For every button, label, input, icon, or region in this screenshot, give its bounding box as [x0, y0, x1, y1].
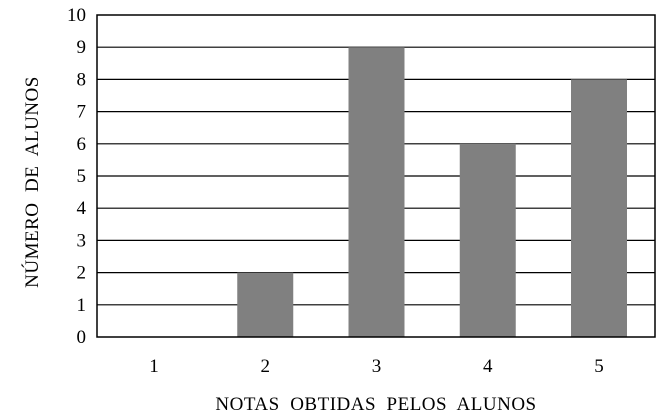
bar-5: [571, 79, 627, 338]
bars: [237, 47, 627, 338]
x-tick-labels: 1 2 3 4 5: [149, 356, 604, 377]
x-axis-label: NOTAS OBTIDAS PELOS ALUNOS: [215, 394, 536, 415]
y-axis-label: NÚMERO DE ALUNOS: [21, 76, 43, 288]
y-tick-label: 8: [77, 69, 87, 90]
x-tick-label: 1: [149, 356, 159, 377]
x-tick-label: 3: [372, 356, 382, 377]
y-tick-label: 10: [67, 5, 86, 26]
x-tick-label: 4: [483, 356, 493, 377]
plot-frame: [96, 14, 656, 338]
y-tick-label: 5: [77, 166, 87, 187]
x-tick-label: 2: [261, 356, 271, 377]
y-tick-label: 9: [77, 37, 87, 58]
bar-2: [237, 272, 294, 337]
y-tick-label: 6: [77, 134, 87, 155]
y-tick-label: 0: [77, 327, 87, 348]
bar-4: [459, 143, 516, 337]
bar-3: [348, 47, 405, 337]
y-tick-label: 1: [77, 295, 87, 316]
y-tick-labels: 0 1 2 3 4 5 6 7 8 9 10: [67, 5, 87, 348]
x-tick-label: 5: [594, 356, 604, 377]
y-tick-label: 7: [77, 102, 87, 123]
y-tick-label: 3: [77, 230, 87, 251]
y-tick-label: 2: [77, 263, 87, 284]
y-tick-label: 4: [77, 198, 87, 219]
